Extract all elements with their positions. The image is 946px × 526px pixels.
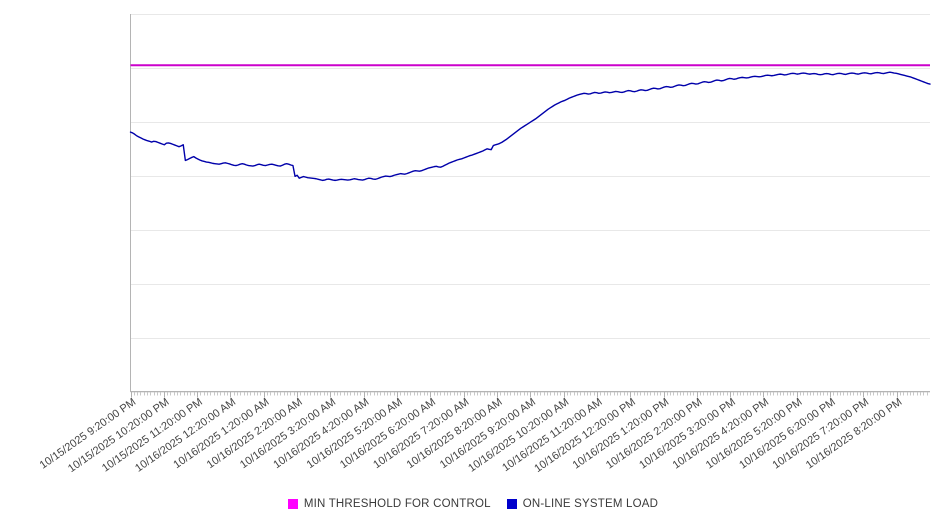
x-axis-ticks	[131, 391, 928, 398]
legend-item-online-system-load[interactable]: ON-LINE SYSTEM LOAD	[506, 498, 659, 510]
legend-item-min-threshold[interactable]: MIN THRESHOLD FOR CONTROL	[287, 498, 491, 510]
legend-swatch-online-system-load	[506, 499, 517, 509]
chart-legend: MIN THRESHOLD FOR CONTROL ON-LINE SYSTEM…	[0, 498, 946, 510]
online-system-load-series	[129, 71, 931, 182]
legend-swatch-min-threshold	[287, 499, 298, 509]
legend-label-min-threshold: MIN THRESHOLD FOR CONTROL	[303, 498, 491, 510]
legend-label-online-system-load: ON-LINE SYSTEM LOAD	[522, 498, 659, 510]
